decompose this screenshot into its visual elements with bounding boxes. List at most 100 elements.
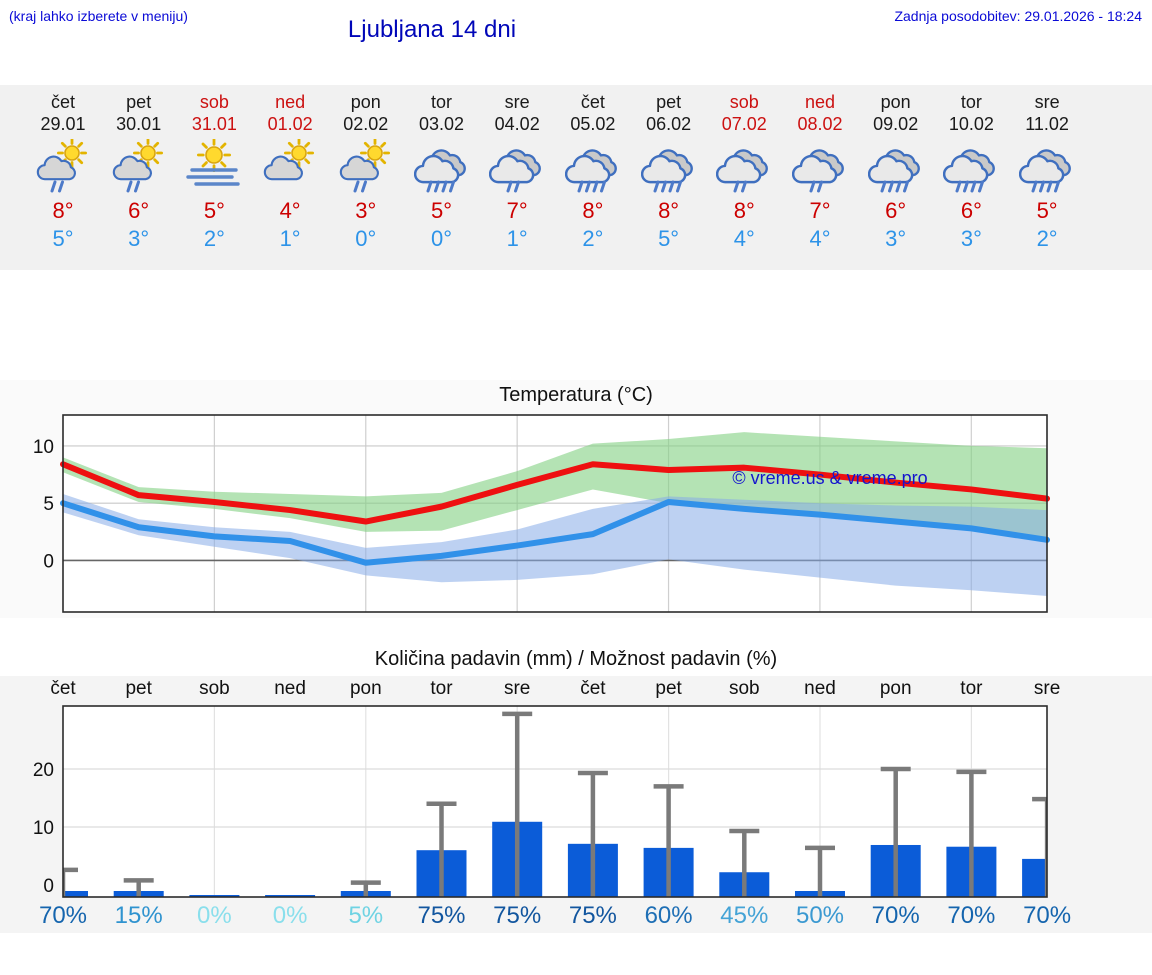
- cloud-rain-icon: [933, 139, 1009, 197]
- day-name: pon: [350, 92, 381, 112]
- temp-ytick-label: 10: [33, 437, 54, 458]
- precip-bar: [265, 895, 316, 897]
- min-temp: 2°: [203, 225, 225, 251]
- day-name: sob: [729, 92, 759, 112]
- day-name: ned: [275, 92, 306, 112]
- min-temp-range-band: [63, 494, 1047, 596]
- precip-day-label: sre: [1033, 678, 1061, 699]
- precipitation-chart: 0 10 20: [33, 705, 1048, 898]
- day-date: 04.02: [494, 113, 540, 134]
- min-temp: 1°: [506, 225, 528, 251]
- forecast-day-column: pon 09.02 6° 3°: [858, 85, 934, 270]
- precip-day-label: pet: [655, 678, 682, 699]
- forecast-day-column: čet 05.02 8° 2°: [555, 85, 631, 270]
- precip-day-label: čet: [580, 678, 606, 699]
- precip-bar: [63, 891, 88, 897]
- precip-probability-label: 75%: [417, 902, 466, 929]
- last-update-text: Zadnja posodobitev: 29.01.2026 - 18:24: [894, 8, 1142, 24]
- precip-day-label: tor: [430, 678, 453, 699]
- cloud-light-rain-icon: [782, 139, 858, 197]
- max-temp: 8°: [733, 198, 755, 224]
- forecast-day-column: pon 02.02 3° 0°: [328, 85, 404, 270]
- min-temp: 4°: [809, 225, 831, 251]
- precip-probability-label: 75%: [493, 902, 542, 929]
- precip-ytick-label: 0: [43, 876, 54, 897]
- sun-cloud-rain-icon: [101, 138, 177, 197]
- max-temp: 6°: [885, 198, 907, 224]
- precip-day-label: pet: [125, 678, 152, 699]
- day-name: pon: [880, 92, 911, 112]
- forecast-day-column: ned 01.02 4° 1°: [252, 85, 328, 270]
- sun-cloud-icon: [252, 138, 328, 197]
- precip-probability-label: 70%: [1023, 902, 1072, 929]
- precip-day-label: ned: [274, 678, 306, 699]
- precip-day-label: pon: [349, 678, 382, 699]
- precip-ytick-label: 10: [33, 818, 54, 839]
- temperature-chart: 0 5 10 © vreme.us & vreme.pro: [33, 414, 1050, 613]
- precip-probability-label: 0%: [272, 902, 308, 929]
- max-temp: 5°: [430, 198, 453, 224]
- day-date: 08.02: [797, 113, 843, 134]
- menu-hint-text: (kraj lahko izberete v meniju): [9, 8, 188, 24]
- precip-probability-label: 50%: [795, 902, 845, 929]
- min-temp: 3°: [128, 225, 150, 251]
- day-date: 02.02: [343, 113, 389, 134]
- cloud-rain-icon: [404, 139, 480, 197]
- precip-day-label: pon: [879, 678, 912, 699]
- min-temp-line: [60, 499, 1050, 566]
- forecast-day-column: tor 10.02 6° 3°: [933, 85, 1009, 270]
- day-name: sre: [504, 92, 530, 112]
- precip-day-label: tor: [960, 678, 983, 699]
- forecast-day-column: sre 11.02 5° 2°: [1009, 85, 1085, 270]
- precip-day-label: ned: [804, 678, 836, 699]
- temperature-chart-title: Temperatura (°C): [499, 384, 653, 406]
- min-temp: 5°: [658, 225, 680, 251]
- cloud-rain-icon: [858, 139, 934, 197]
- max-temp: 8°: [52, 198, 74, 224]
- forecast-day-column: sob 07.02 8° 4°: [706, 85, 782, 270]
- precip-day-label: sre: [503, 678, 531, 699]
- day-date: 01.02: [267, 113, 313, 134]
- precipitation-chart-title: Količina padavin (mm) / Možnost padavin …: [374, 648, 778, 670]
- day-name: čet: [580, 92, 605, 112]
- min-temp: 0°: [355, 225, 377, 251]
- precip-bar: [189, 895, 240, 897]
- min-temp: 3°: [960, 225, 982, 251]
- forecast-day-column: sob 31.01 5° 2°: [176, 85, 252, 270]
- cloud-rain-icon: [555, 139, 631, 197]
- precip-bar: [1022, 858, 1047, 897]
- day-name: tor: [430, 92, 452, 112]
- day-date: 10.02: [948, 113, 994, 134]
- precip-probability-label: 5%: [348, 902, 384, 929]
- cloud-rain-icon: [1009, 139, 1085, 197]
- precip-probability-label: 70%: [38, 902, 88, 929]
- max-temp: 4°: [279, 198, 301, 224]
- day-date: 31.01: [191, 113, 237, 134]
- forecast-day-column: ned 08.02 7° 4°: [782, 85, 858, 270]
- max-temp: 5°: [1036, 198, 1058, 224]
- precip-day-label: sob: [199, 678, 230, 699]
- day-name: pet: [656, 92, 682, 112]
- day-name: tor: [960, 92, 982, 112]
- min-temp: 4°: [733, 225, 755, 251]
- max-temp: 7°: [809, 198, 831, 224]
- precip-probability-label: 60%: [644, 902, 693, 929]
- temp-ytick-label: 0: [43, 551, 54, 572]
- temp-plot-border: [62, 414, 1048, 613]
- min-temp: 1°: [279, 225, 301, 251]
- max-temp-line: [60, 461, 1050, 525]
- forecast-day-column: sre 04.02 7° 1°: [479, 85, 555, 270]
- cloud-rain-icon: [631, 139, 707, 197]
- min-temp: 2°: [1036, 225, 1058, 251]
- cloud-light-rain-icon: [706, 139, 782, 197]
- precip-probability-label: 0%: [197, 902, 232, 929]
- forecast-day-column: pet 30.01 6° 3°: [101, 85, 177, 270]
- day-name: ned: [804, 92, 836, 112]
- precip-probability-label: 15%: [114, 902, 163, 929]
- precip-probability-label: 70%: [871, 902, 920, 929]
- day-name: sre: [1034, 92, 1060, 112]
- max-temp: 5°: [203, 198, 225, 224]
- watermark-text: © vreme.us & vreme.pro: [732, 468, 927, 488]
- min-temp: 5°: [52, 225, 74, 251]
